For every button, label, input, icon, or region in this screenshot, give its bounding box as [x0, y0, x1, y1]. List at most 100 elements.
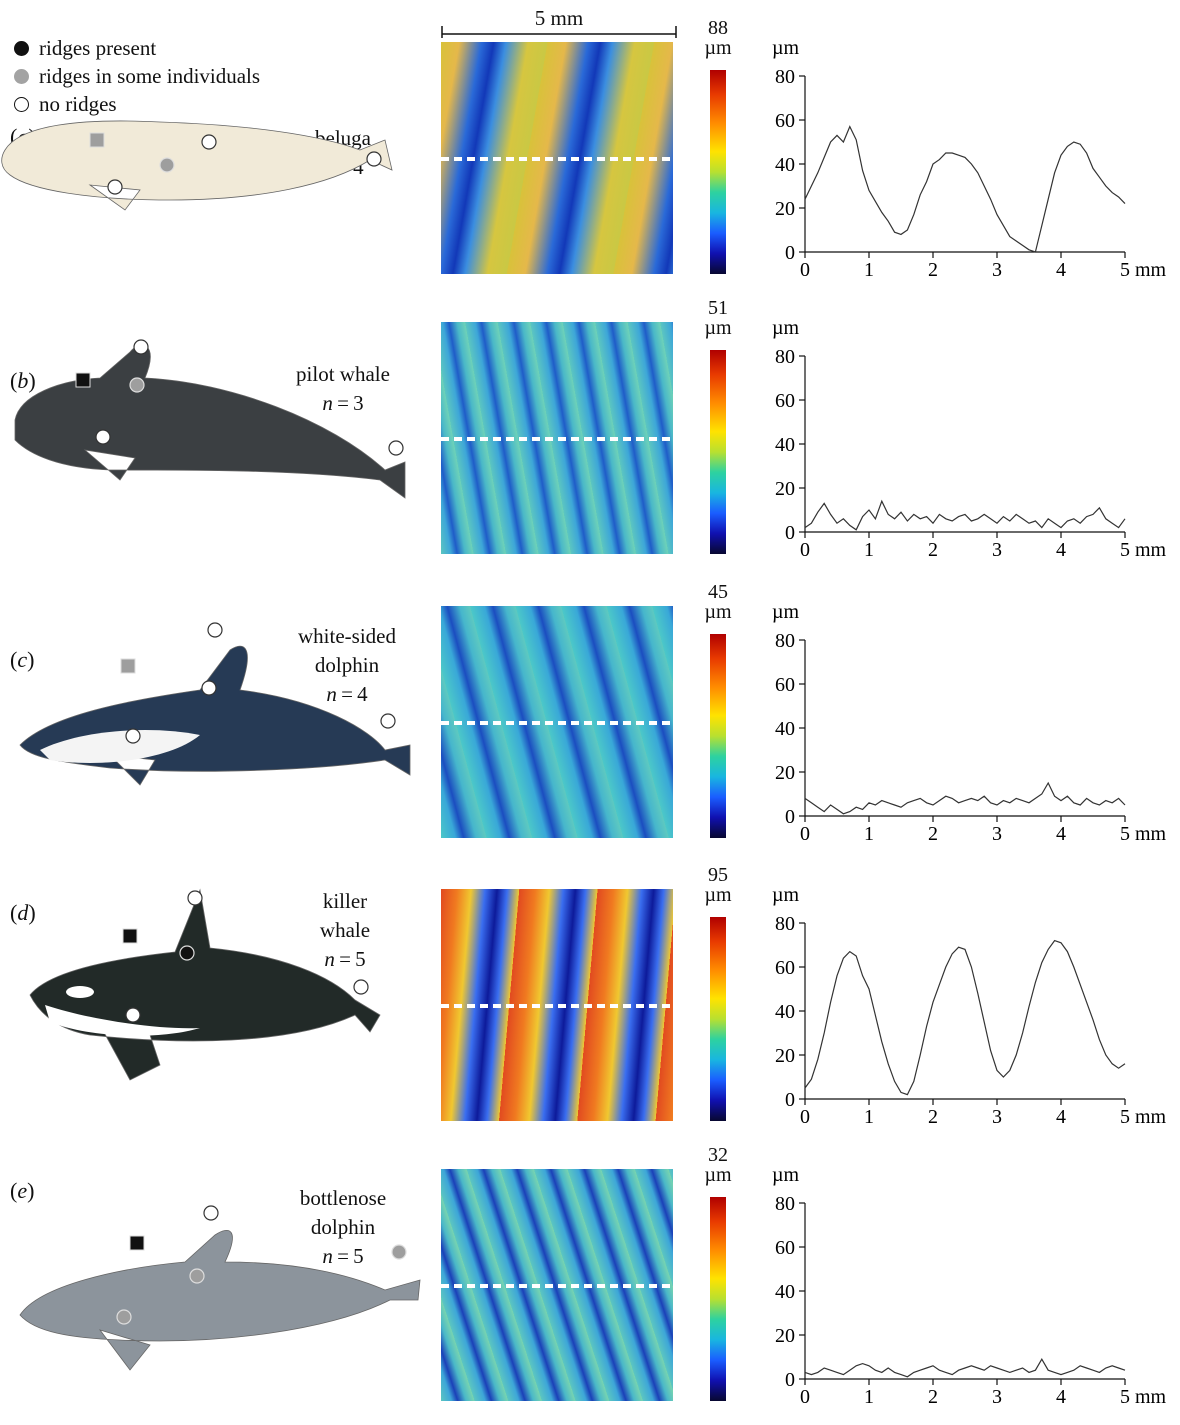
sample-size: n = 5	[322, 1244, 364, 1268]
x-tick-label: 2	[928, 259, 938, 281]
profile-line	[804, 1358, 1126, 1378]
site-marker-circle	[187, 890, 203, 906]
x-tick-label: 2	[928, 1106, 938, 1128]
legend-label: no ridges	[39, 92, 117, 116]
y-tick-label: 40	[775, 1281, 795, 1303]
y-tick-label: 20	[775, 762, 795, 784]
species-name-line: white-sided	[298, 624, 396, 648]
profile-plot: µm 0 20 40 60 80 0 1 2 3 4 5 mm	[772, 885, 1167, 1128]
filled-circle-icon	[14, 41, 29, 56]
panel-label: (d)	[10, 900, 36, 925]
panel-letter: a	[17, 124, 29, 149]
colorbar-unit: µm	[704, 601, 732, 623]
colorbar	[710, 70, 726, 274]
sample-size: n = 3	[322, 391, 364, 415]
site-marker-square	[89, 132, 105, 148]
sample-size-value: 3	[353, 391, 364, 415]
x-tick-label: 2	[928, 823, 938, 845]
sample-size-value: 4	[353, 155, 364, 179]
y-tick-label: 20	[775, 478, 795, 500]
site-marker-square	[75, 372, 91, 388]
species-name-line: dolphin	[310, 1215, 376, 1239]
x-tick-label: 0	[800, 539, 810, 561]
colorbar-max: 32	[708, 1144, 728, 1166]
x-tick-label: 4	[1056, 1106, 1066, 1128]
sample-size-value: 5	[353, 1244, 364, 1268]
y-tick-label: 0	[785, 522, 795, 544]
site-marker-circle	[159, 157, 175, 173]
colorbar-unit: µm	[704, 37, 732, 59]
panel-label: (e)	[10, 1178, 35, 1203]
x-tick-label: 1	[864, 1106, 874, 1128]
species-name-line: bottlenose	[299, 1186, 387, 1210]
profile-line	[804, 781, 1126, 815]
legend-label: ridges present	[39, 36, 157, 60]
surface-heatmap	[441, 889, 673, 1121]
panel-letter: c	[17, 647, 28, 672]
y-axis-label: µm	[772, 1165, 800, 1186]
site-marker-circle	[116, 1309, 132, 1325]
panel-label: (a)	[10, 124, 36, 149]
x-tick-label: 0	[800, 1386, 810, 1408]
sample-size: n = 4	[326, 682, 368, 706]
colorbar	[710, 634, 726, 838]
site-marker-square	[120, 658, 136, 674]
y-tick-label: 0	[785, 1089, 795, 1111]
panel-letter: e	[17, 1178, 28, 1203]
x-tick-label: 3	[992, 823, 1002, 845]
x-tick-label: 5	[1120, 1386, 1130, 1408]
sample-size: n = 4	[322, 155, 364, 179]
profile-line	[804, 499, 1126, 531]
colorbar-max: 51	[708, 297, 728, 319]
x-tick-label: 2	[928, 539, 938, 561]
y-tick-label: 40	[775, 1001, 795, 1023]
y-tick-label: 80	[775, 66, 795, 88]
gray-circle-icon	[14, 69, 29, 84]
colorbar	[710, 1197, 726, 1401]
sample-size-value: 4	[357, 682, 368, 706]
site-marker-circle	[380, 713, 396, 729]
x-tick-label: 3	[992, 1106, 1002, 1128]
scale-bar: 5 mm	[441, 6, 677, 42]
species-name-line: dolphin	[314, 653, 380, 677]
colorbar-max: 88	[708, 17, 728, 39]
x-tick-label: 3	[992, 1386, 1002, 1408]
y-tick-label: 20	[775, 198, 795, 220]
surface-heatmap	[441, 606, 673, 838]
x-tick-label: 1	[864, 823, 874, 845]
scale-bar-label: 5 mm	[534, 6, 584, 30]
y-tick-label: 80	[775, 346, 795, 368]
colorbar-max: 95	[708, 864, 728, 886]
legend-label: ridges in some individuals	[39, 64, 261, 88]
surface-heatmap	[441, 322, 673, 554]
x-tick-label: 1	[864, 539, 874, 561]
profile-line	[804, 939, 1126, 1096]
site-marker-circle	[179, 945, 195, 961]
x-tick-label: 0	[800, 1106, 810, 1128]
profile-line-marker	[441, 721, 673, 725]
x-tick-label: 5	[1120, 823, 1130, 845]
x-tick-label: 1	[864, 259, 874, 281]
animal-belly-patch	[40, 730, 200, 763]
y-axis-label: µm	[772, 38, 800, 59]
legend-item-none: no ridges	[14, 92, 117, 117]
x-tick-label: 3	[992, 539, 1002, 561]
colorbar	[710, 917, 726, 1121]
y-tick-label: 60	[775, 1237, 795, 1259]
site-marker-circle	[207, 622, 223, 638]
profile-plot: µm 0 20 40 60 80 0 1 2 3 4 5 mm	[772, 38, 1167, 281]
y-tick-label: 40	[775, 154, 795, 176]
colorbar-unit: µm	[704, 317, 732, 339]
colorbar-max-label: 51 µm	[700, 298, 736, 338]
y-tick-label: 60	[775, 957, 795, 979]
panel-letter: d	[17, 900, 29, 925]
y-tick-label: 0	[785, 806, 795, 828]
profile-line	[804, 125, 1126, 253]
profile-line-marker	[441, 157, 673, 161]
site-marker-circle	[107, 179, 123, 195]
y-axis-label: µm	[772, 602, 800, 623]
sample-size-value: 5	[355, 947, 366, 971]
animal-eye-patch	[66, 986, 94, 998]
profile-line-marker	[441, 437, 673, 441]
site-marker-circle	[95, 429, 111, 445]
